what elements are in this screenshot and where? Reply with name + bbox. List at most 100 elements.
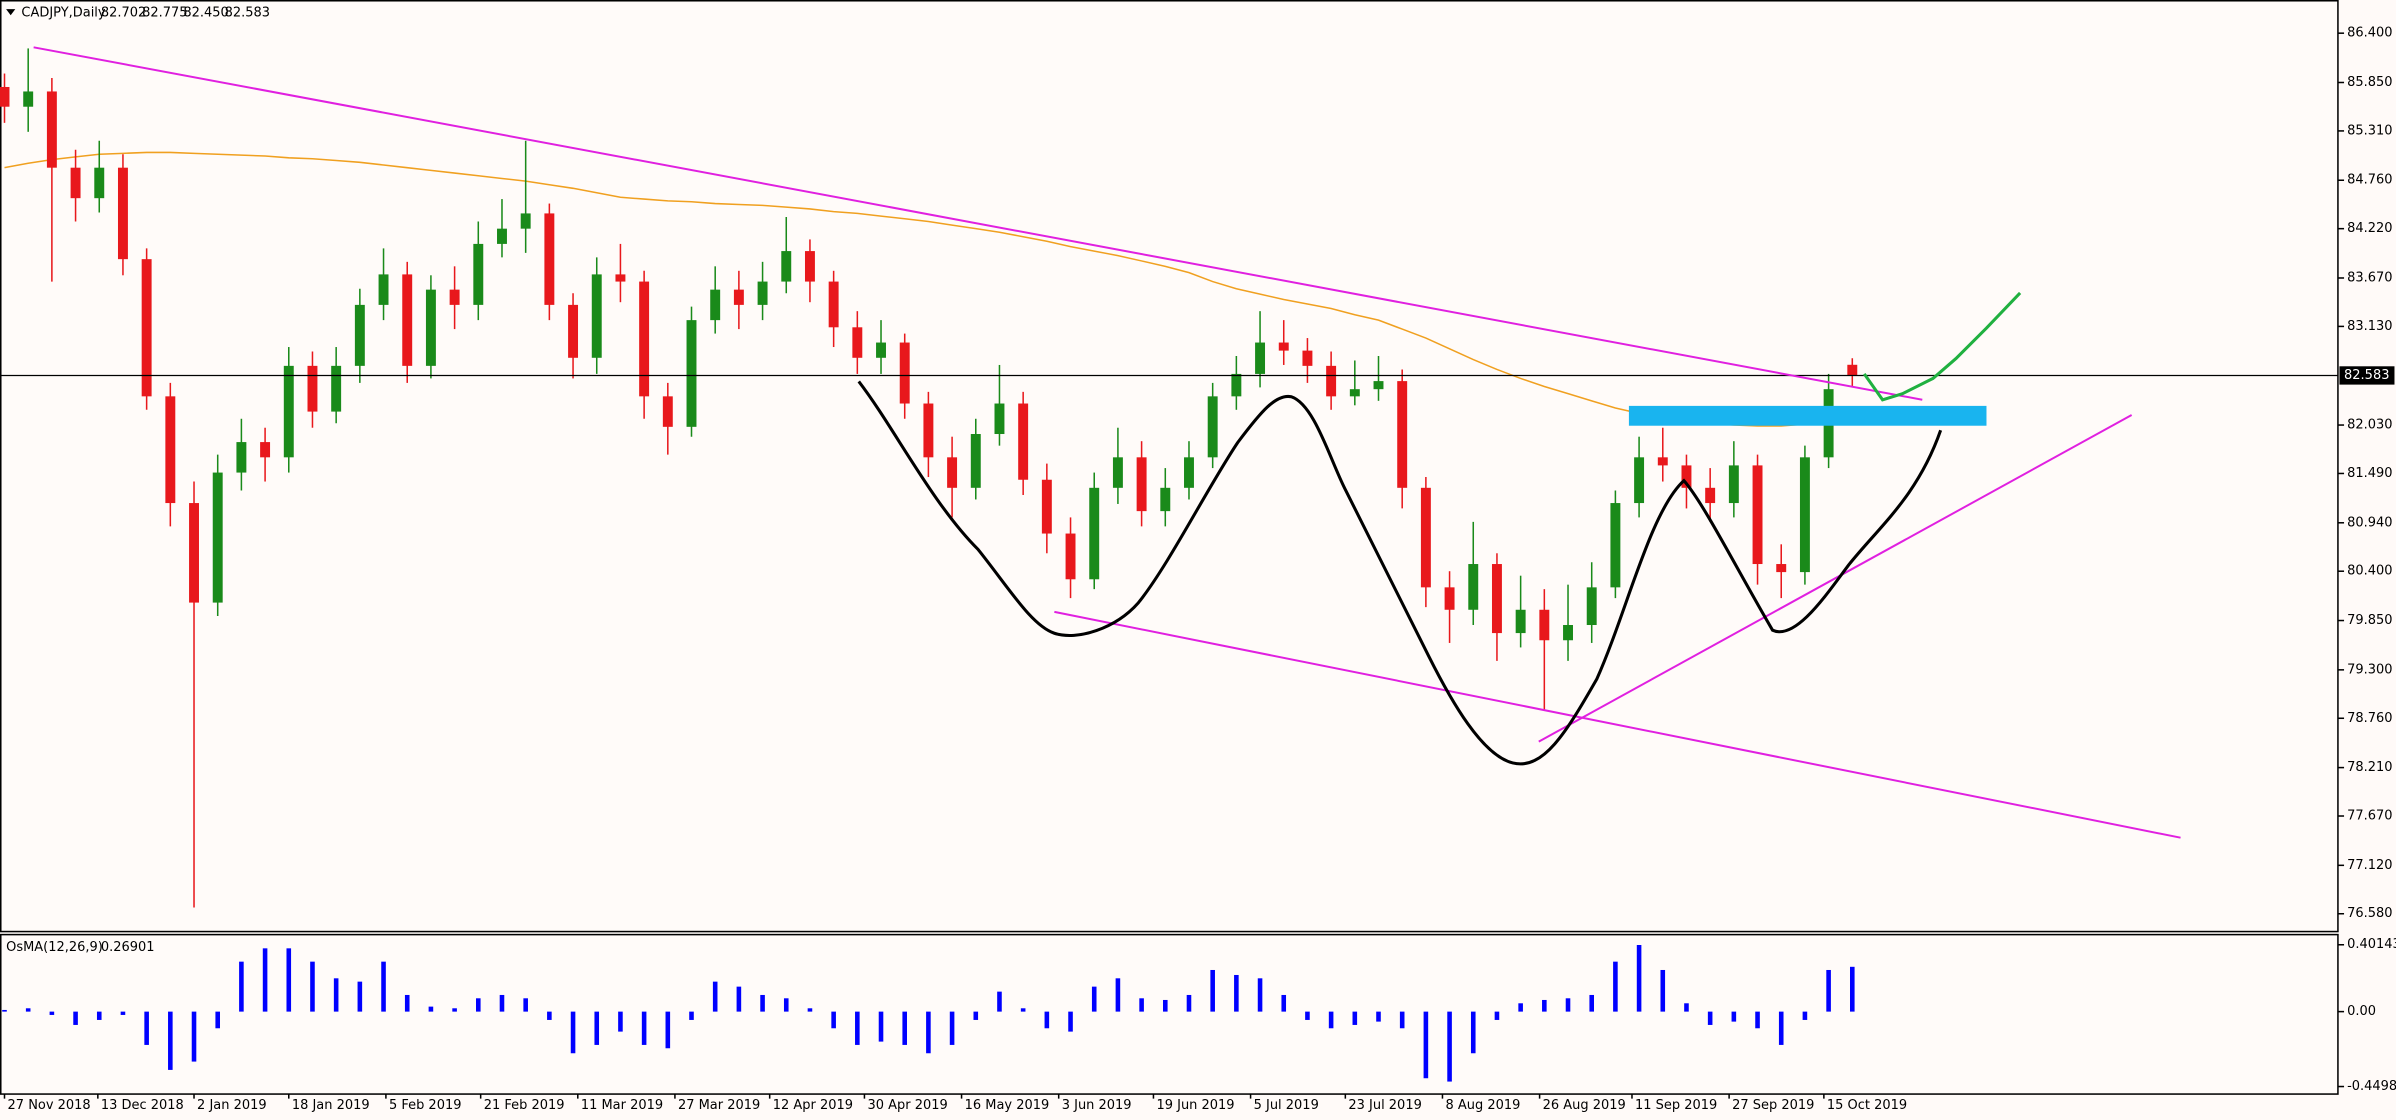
candle-body [425, 289, 436, 366]
indicator-bar [404, 994, 410, 1012]
candle-body [1563, 625, 1573, 641]
y-tick-label: 77.120 [2347, 858, 2392, 873]
indicator-bar [547, 1011, 552, 1020]
candle-body [1326, 365, 1337, 397]
indicator-bar [215, 1011, 221, 1029]
candle-body [331, 365, 342, 412]
candle-body [639, 281, 650, 397]
candle-body [117, 167, 128, 260]
indicator-bar [665, 1011, 671, 1049]
y-tick-label: 83.130 [2347, 319, 2392, 334]
indicator-bar [1305, 1011, 1310, 1020]
indicator-bar [1826, 969, 1831, 1012]
indicator-bar [926, 1011, 931, 1054]
indicator-bar [831, 1011, 836, 1029]
candle-body [899, 342, 910, 404]
indicator-bar [760, 994, 765, 1012]
candle-body [828, 281, 839, 328]
y-tick-label: 78.210 [2347, 760, 2392, 775]
y-tick-label: 80.940 [2347, 515, 2392, 530]
indicator-bar [191, 1011, 197, 1062]
y-tick-label: 80.400 [2347, 564, 2392, 579]
y-tick-label: 84.220 [2347, 221, 2392, 236]
indicator-value: 0.26901 [101, 940, 155, 955]
indicator-bar [712, 981, 718, 1012]
indicator-bar [1518, 1003, 1523, 1012]
candle-body [70, 167, 81, 199]
candle-body [23, 91, 34, 107]
candle-body [1231, 373, 1242, 397]
y-tick-label: 79.850 [2347, 613, 2392, 628]
candle-body [165, 396, 176, 504]
candle-body [1728, 465, 1739, 504]
indicator-bar [902, 1011, 908, 1045]
indicator-bar [1542, 999, 1547, 1012]
indicator-bar [310, 961, 315, 1012]
annotations [33, 46, 2181, 839]
indicator-bar [1850, 966, 1855, 1012]
x-tick-label: 27 Sep 2019 [1732, 1098, 1814, 1113]
candle-body [1657, 457, 1668, 466]
indicator-bar [1376, 1011, 1381, 1022]
x-tick-label: 16 May 2019 [965, 1098, 1050, 1113]
candle-body [1776, 564, 1787, 573]
candle-body [733, 289, 744, 305]
indicator-bar [96, 1011, 102, 1020]
indicator-bar [1660, 969, 1666, 1012]
indicator-bar [476, 998, 481, 1012]
candle-body [378, 274, 389, 305]
candle-body [1018, 403, 1029, 480]
y-tick-label: 79.300 [2347, 662, 2392, 677]
indicator-bar [1565, 998, 1571, 1012]
indicator-bar [1731, 1011, 1737, 1022]
y-tick-label: 76.580 [2347, 906, 2392, 921]
trend-line [33, 46, 1923, 401]
candle-body [236, 442, 247, 473]
candle-body [1752, 465, 1763, 565]
indicator-bar [1044, 1011, 1050, 1029]
indicator-bar [1470, 1011, 1476, 1054]
indicator-bar [239, 961, 244, 1012]
indicator-name: OsMA(12,26,9) [6, 940, 103, 955]
candle-body [852, 327, 863, 358]
indicator-bar [878, 1011, 884, 1042]
trend-line [1538, 414, 2133, 743]
y-tick-label: 77.670 [2347, 809, 2392, 824]
candle-body [1349, 389, 1360, 397]
x-tick-label: 13 Dec 2018 [101, 1098, 184, 1113]
candle-body [283, 365, 294, 458]
indicator-tick-label: 0.40143 [2347, 937, 2396, 952]
candle-body [544, 213, 555, 305]
indicator-bar [381, 961, 386, 1012]
indicator-bar [499, 994, 505, 1012]
indicator-bar [618, 1011, 623, 1032]
indicator-bar [452, 1008, 457, 1012]
x-tick-label: 27 Nov 2018 [8, 1098, 91, 1113]
indicator-bar [1802, 1011, 1808, 1020]
y-tick-label: 82.030 [2347, 418, 2392, 433]
indicator-bar [1257, 978, 1263, 1012]
candle-body [781, 251, 792, 282]
indicator-bar [807, 1008, 813, 1012]
y-tick-label: 81.490 [2347, 466, 2392, 481]
x-tick-label: 3 Jun 2019 [1062, 1098, 1132, 1113]
indicator-bar [641, 1011, 647, 1045]
indicator-bar [1589, 994, 1595, 1012]
y-tick-label: 84.760 [2347, 173, 2392, 188]
indicator-bar [1020, 1008, 1026, 1012]
resistance-zone [1628, 405, 1987, 426]
candle-body [1539, 609, 1550, 641]
y-tick-label: 85.310 [2347, 123, 2392, 138]
candle-body [497, 228, 507, 244]
projection-line [1862, 291, 2022, 402]
indicator-bar [1091, 986, 1097, 1012]
candle-body [970, 434, 981, 488]
indicator-bar [1186, 994, 1192, 1012]
x-tick-label: 26 Aug 2019 [1543, 1098, 1626, 1113]
candle-body [1491, 564, 1502, 634]
indicator-bar [168, 1011, 173, 1070]
indicator-panel [0, 933, 2339, 1095]
indicator-bar [1636, 945, 1642, 1012]
candle-body [923, 403, 934, 458]
x-tick-label: 15 Oct 2019 [1827, 1098, 1907, 1113]
